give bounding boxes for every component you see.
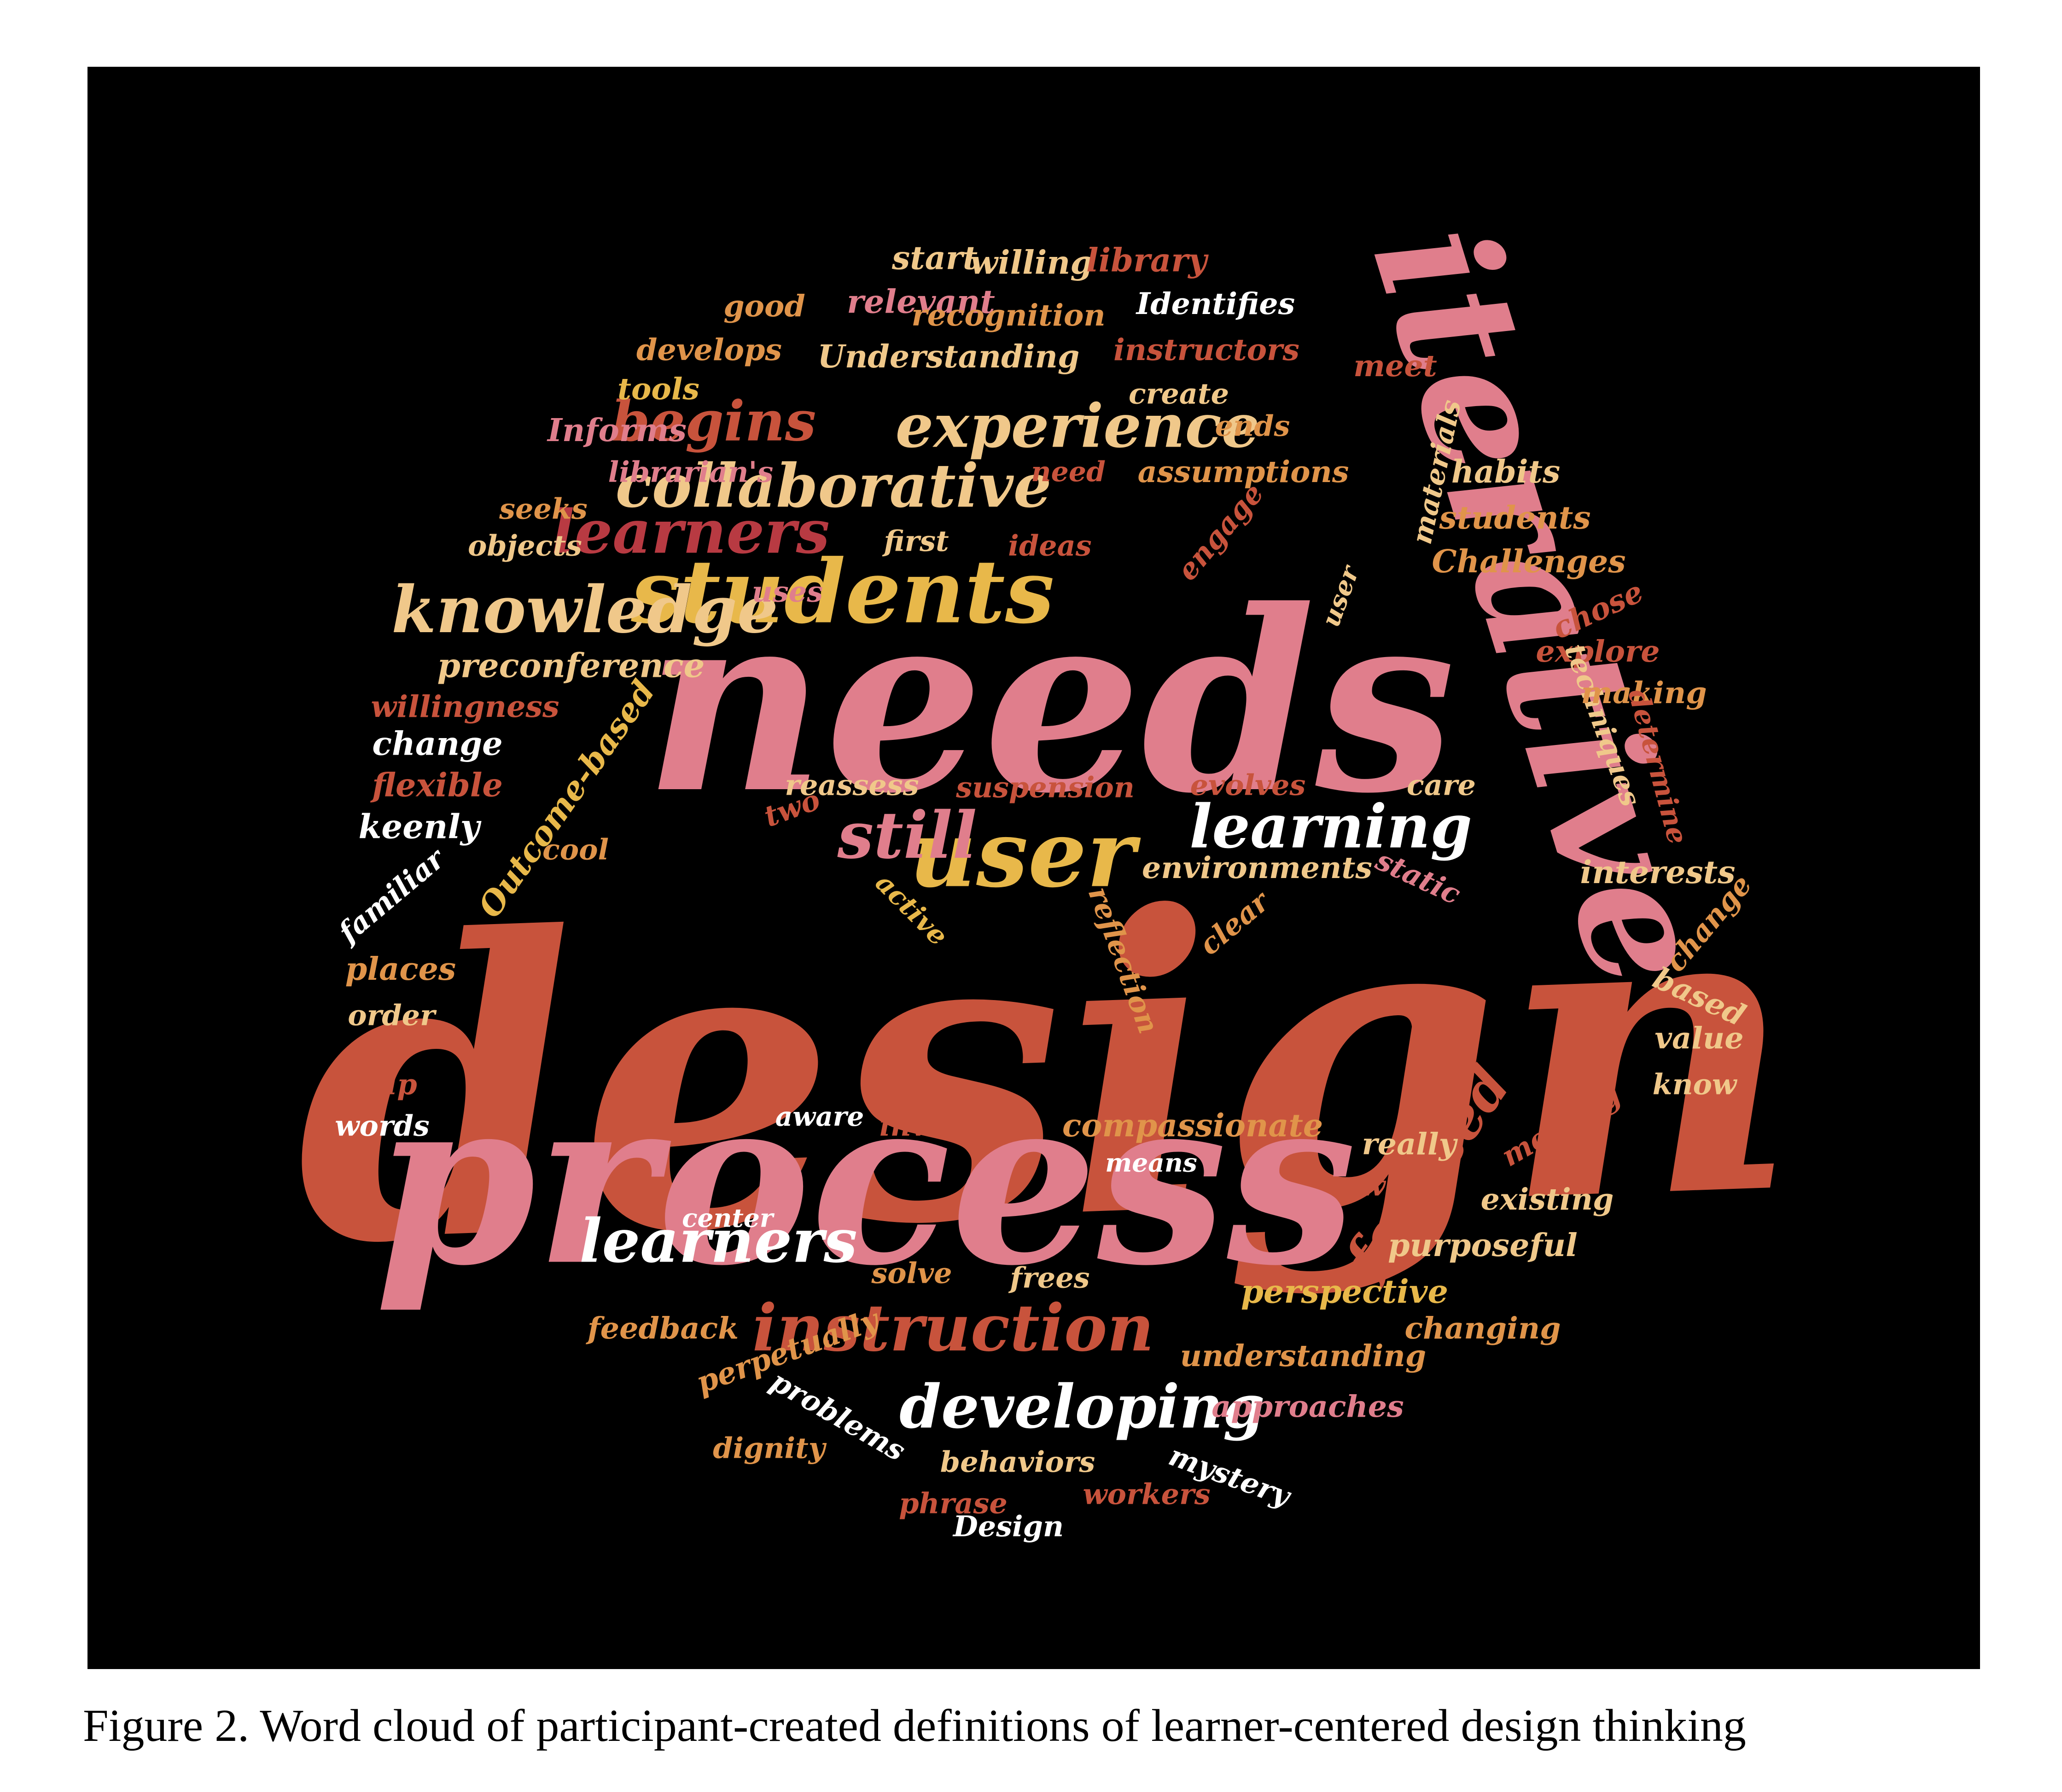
word-cloud-term: collaborative [616,451,1052,521]
word-cloud-term: center [682,1203,775,1233]
word-cloud-term: design [287,806,1804,1334]
word-cloud-term: ends [1215,409,1290,443]
word-cloud-term: perspective [1241,1273,1448,1311]
word-cloud-term: existing [1481,1182,1614,1217]
word-cloud-term: tools [617,372,699,407]
word-cloud-term: frees [1008,1261,1089,1295]
word-cloud-term: start [891,239,978,277]
word-cloud-term: way [1361,1169,1422,1203]
word-cloud-term: instruction [752,1291,1154,1366]
word-cloud-term: environments [1142,850,1372,885]
word-cloud-term: learning [1189,791,1472,862]
word-cloud-term: preconference [437,646,705,685]
word-cloud-term: Identifies [1136,286,1295,321]
word-cloud-term: dignity [713,1431,827,1465]
word-cloud-term: means [1105,1148,1197,1178]
word-cloud-term: making [1581,675,1707,710]
word-cloud-term: students [1439,500,1590,536]
word-cloud-term: interests [1580,854,1735,891]
word-cloud-term: developing [899,1372,1265,1442]
word-cloud-panel: design needs process iterative students user l… [87,67,1980,1669]
word-cloud-term: librarian's [608,455,774,489]
word-cloud-term: uses [752,575,823,609]
word-cloud-term: learners [552,497,830,567]
word-cloud-term: value [1654,1021,1743,1056]
word-cloud-term: objects [468,529,582,563]
word-cloud-term: places [345,951,456,988]
word-cloud-term: words [335,1109,430,1143]
word-cloud-term: Design [952,1510,1064,1543]
word-cloud-term: Informs [547,412,687,449]
word-cloud-term: first [882,524,949,558]
word-cloud-term: good [723,289,805,324]
word-cloud-term: care [1407,768,1476,802]
word-cloud-term: behaviors [940,1445,1095,1479]
word-cloud-term: changing [1404,1311,1561,1346]
word-cloud-term: Challenges [1432,543,1625,580]
word-cloud-term: change [372,725,502,763]
word-cloud-term: explore [1536,634,1660,669]
word-cloud-term: create [1129,377,1229,411]
word-cloud-term: begins [612,389,816,454]
word-cloud-term: evolves [1190,768,1306,802]
word-cloud-term: Understanding [818,338,1080,375]
word-cloud-term: assumptions [1138,454,1349,489]
word-cloud-term: know [1653,1068,1738,1101]
word-cloud-term: cool [542,833,609,867]
word-cloud-term: reassess [785,768,919,802]
word-cloud-term: compassionate [1062,1107,1323,1144]
word-cloud-term: willing [970,244,1093,282]
word-cloud-term: ideas [1008,529,1091,563]
word-cloud-term: flexible [370,766,503,804]
word-cloud-term: seeks [499,492,588,526]
word-cloud-term: knowledge [391,572,778,648]
word-cloud-term: recognition [911,298,1105,333]
figure-caption: Figure 2. Word cloud of participant-crea… [83,1700,1746,1751]
word-cloud-term: feedback [586,1311,739,1346]
word-cloud-term: suspension [955,771,1135,804]
word-cloud-term: purposeful [1388,1227,1578,1264]
word-cloud-term: still [837,798,977,873]
word-cloud-term: develops [636,332,782,367]
word-cloud-term: involves [880,1109,1008,1143]
word-cloud-term: understanding [1180,1338,1426,1373]
word-cloud-term: instructors [1113,332,1299,367]
word-cloud-term: need [1031,456,1106,488]
word-cloud-term: aware [775,1101,864,1132]
word-cloud-term: help [347,1068,417,1101]
word-cloud-term: user [909,800,1141,908]
word-cloud-term: workers [1083,1478,1210,1511]
word-cloud-term: library [1086,241,1209,279]
word-cloud-term: needs [644,556,1455,848]
word-cloud-term: students [630,541,1054,643]
word-cloud-term: habits [1451,454,1561,490]
word-cloud-term: phrase [899,1487,1008,1520]
word-cloud-term: keenly [358,807,481,846]
word-cloud-term: willingness [371,689,559,724]
word-cloud-term: order [348,999,437,1032]
word-cloud-term: experience [896,391,1260,461]
word-cloud-term: process [375,1046,1357,1316]
word-cloud-term: really [1362,1127,1458,1162]
word-cloud-term: learners [579,1206,857,1276]
word-cloud-term: meet [1353,349,1437,384]
word-cloud-term: relevant [847,283,995,321]
word-cloud-term: approaches [1212,1389,1404,1424]
word-cloud-term: solve [871,1257,952,1290]
